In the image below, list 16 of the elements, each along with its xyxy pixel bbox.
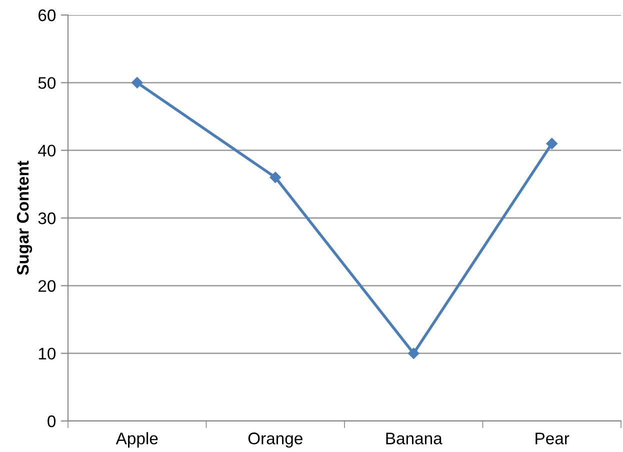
y-tick-label: 20 (38, 280, 56, 292)
y-tick-label: 50 (38, 77, 56, 89)
y-tick-label: 40 (38, 144, 56, 157)
x-tick-label: Pear (536, 432, 570, 444)
y-tick-label: 0 (48, 415, 56, 428)
point (132, 77, 143, 88)
y-tick-label: 60 (38, 9, 56, 22)
x-tick-label: Apple (116, 432, 158, 448)
y-tick-label: 10 (38, 348, 56, 360)
y-tick-label: 30 (38, 212, 56, 224)
point (408, 348, 420, 359)
x-tick-label: Banana (386, 432, 442, 444)
point (270, 172, 281, 184)
x-tick-label: Orange (248, 432, 302, 448)
point (546, 138, 558, 150)
y-axis-title: Sugar Content (16, 160, 32, 275)
